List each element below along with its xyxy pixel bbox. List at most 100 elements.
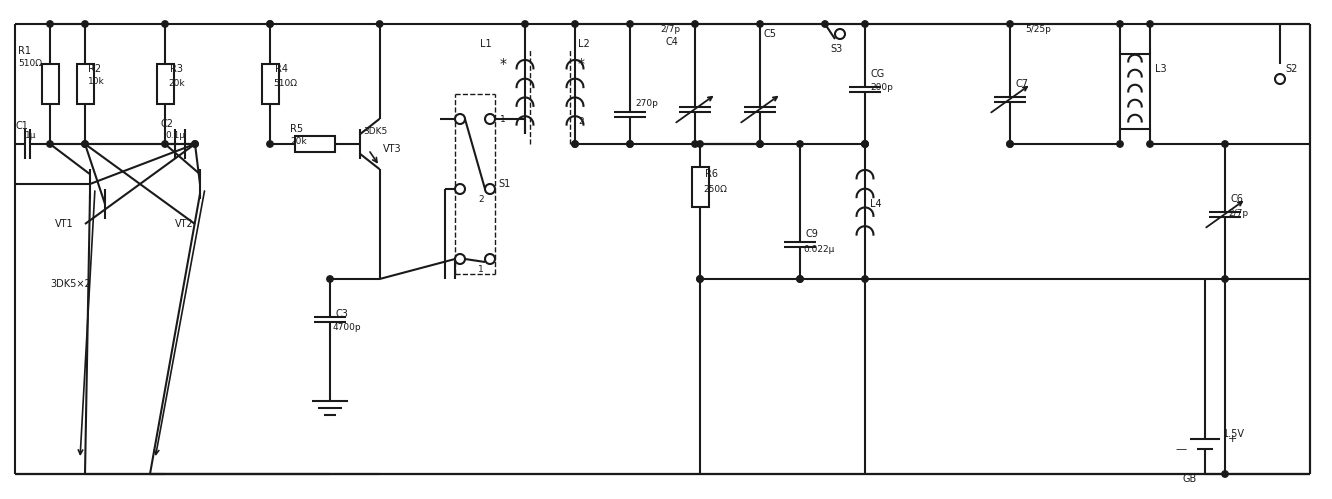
Text: *: * [578,57,585,71]
Circle shape [697,141,703,147]
Text: 2/7p: 2/7p [659,24,681,33]
Circle shape [862,276,868,282]
Circle shape [456,114,465,124]
Circle shape [192,141,198,147]
Text: L4: L4 [870,199,882,209]
Circle shape [1221,276,1228,282]
Circle shape [161,141,168,147]
Circle shape [691,21,698,27]
Text: 2: 2 [478,195,484,204]
Text: 2/7p: 2/7p [1228,210,1248,219]
Text: —: — [1175,444,1185,454]
Circle shape [266,21,273,27]
Circle shape [326,276,333,282]
Text: 20k: 20k [290,138,306,147]
Circle shape [1147,21,1154,27]
Circle shape [456,184,465,194]
Circle shape [47,141,53,147]
Circle shape [862,141,868,147]
Text: 4700p: 4700p [333,322,361,331]
Circle shape [1147,141,1154,147]
Text: R2: R2 [88,64,101,74]
Circle shape [797,276,803,282]
Circle shape [81,21,88,27]
Bar [76,64,93,104]
Circle shape [835,29,844,39]
Circle shape [571,141,578,147]
Circle shape [485,184,496,194]
Circle shape [862,141,868,147]
Text: 20k: 20k [168,79,185,88]
Text: 1: 1 [478,264,484,273]
Circle shape [1221,471,1228,477]
Text: C7: C7 [1015,79,1028,89]
Circle shape [161,21,168,27]
Text: C6: C6 [1229,194,1243,204]
Text: R5: R5 [290,124,304,134]
Circle shape [797,276,803,282]
Bar [156,64,173,104]
Text: 1: 1 [500,114,506,123]
Circle shape [1007,21,1014,27]
Text: R1: R1 [19,46,31,56]
Circle shape [522,21,529,27]
Circle shape [1007,141,1014,147]
Circle shape [1221,141,1228,147]
Circle shape [1007,141,1014,147]
Text: C9: C9 [805,229,818,239]
Text: GB: GB [1183,474,1197,484]
Circle shape [697,276,703,282]
Text: VT2: VT2 [174,219,193,229]
Text: 2: 2 [578,117,583,127]
Text: L3: L3 [1155,64,1167,74]
Text: C4: C4 [665,37,678,47]
Circle shape [266,21,273,27]
Circle shape [697,276,703,282]
Circle shape [456,254,465,264]
Bar [261,64,278,104]
Text: C1: C1 [15,121,28,131]
Text: L2: L2 [578,39,590,49]
Text: S1: S1 [498,179,510,189]
Text: R3: R3 [170,64,182,74]
Text: 5/25p: 5/25p [1026,24,1051,33]
Circle shape [862,21,868,27]
Text: C3: C3 [336,309,348,319]
Circle shape [822,21,829,27]
Circle shape [1275,74,1285,84]
Circle shape [862,141,868,147]
Circle shape [757,141,763,147]
Circle shape [627,141,633,147]
Circle shape [485,254,496,264]
Circle shape [571,21,578,27]
Circle shape [757,141,763,147]
Circle shape [377,21,382,27]
Bar [691,167,709,207]
Circle shape [757,21,763,27]
Circle shape [627,21,633,27]
Circle shape [81,141,88,147]
Text: 250Ω: 250Ω [703,185,727,194]
Text: VT1: VT1 [55,219,73,229]
Text: 510Ω: 510Ω [273,79,297,88]
Bar [1120,54,1150,129]
Circle shape [192,141,198,147]
Text: 1μ: 1μ [25,132,36,141]
Text: C5: C5 [763,29,777,39]
Circle shape [266,141,273,147]
Text: +: + [1228,434,1237,444]
Text: S3: S3 [830,44,842,54]
Text: CG: CG [870,69,884,79]
Text: 0.1μ: 0.1μ [165,132,185,141]
Text: R4: R4 [274,64,288,74]
Text: R6: R6 [705,169,718,179]
Bar [294,136,336,152]
Text: C2: C2 [160,119,173,129]
Text: 1.5V: 1.5V [1223,429,1245,439]
Circle shape [47,21,53,27]
Text: L1: L1 [480,39,492,49]
Text: 10k: 10k [88,76,105,85]
Circle shape [627,141,633,147]
Text: 270p: 270p [635,99,658,108]
Text: VT3: VT3 [382,144,401,154]
